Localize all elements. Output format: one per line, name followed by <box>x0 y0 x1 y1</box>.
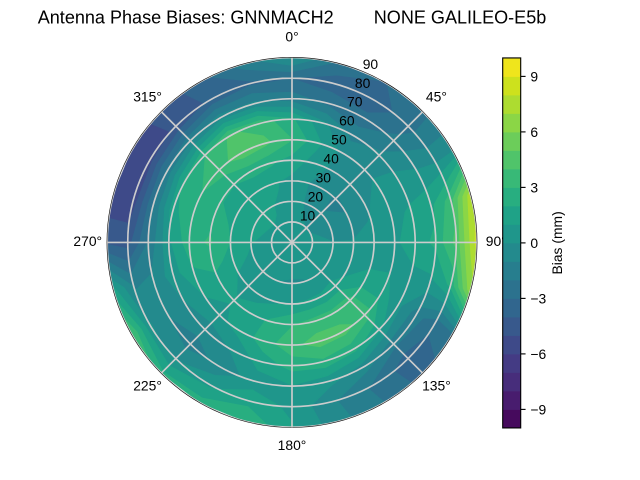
svg-text:180°: 180° <box>278 437 307 453</box>
svg-text:0: 0 <box>530 235 538 251</box>
svg-text:90°: 90° <box>486 233 507 249</box>
svg-text:30: 30 <box>316 170 332 186</box>
svg-text:20: 20 <box>308 189 324 205</box>
svg-text:40: 40 <box>323 151 339 167</box>
svg-text:−9: −9 <box>530 401 546 417</box>
svg-text:315°: 315° <box>133 89 162 105</box>
svg-text:3: 3 <box>530 179 538 195</box>
svg-text:−6: −6 <box>530 346 546 362</box>
svg-text:135°: 135° <box>422 377 451 393</box>
svg-text:45°: 45° <box>426 89 447 105</box>
svg-text:80: 80 <box>355 75 371 91</box>
svg-text:70: 70 <box>347 94 363 110</box>
svg-text:9: 9 <box>530 68 538 84</box>
svg-text:Bias (mm): Bias (mm) <box>549 211 565 274</box>
svg-text:60: 60 <box>339 113 355 129</box>
svg-text:270°: 270° <box>73 233 102 249</box>
svg-text:Antenna Phase Biases: GNNMACH2: Antenna Phase Biases: GNNMACH2 NONE GALI… <box>38 7 547 27</box>
svg-text:0°: 0° <box>285 29 298 45</box>
svg-text:90: 90 <box>363 56 379 72</box>
svg-text:225°: 225° <box>133 377 162 393</box>
svg-text:50: 50 <box>331 132 347 148</box>
svg-text:10: 10 <box>300 208 316 224</box>
svg-text:−3: −3 <box>530 290 546 306</box>
svg-text:6: 6 <box>530 124 538 140</box>
